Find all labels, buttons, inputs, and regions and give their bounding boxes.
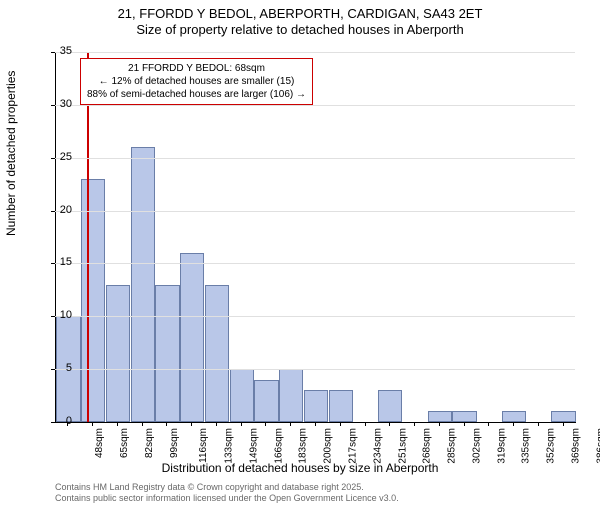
xtick-mark xyxy=(216,422,217,426)
histogram-bar xyxy=(180,253,204,422)
xtick-mark xyxy=(563,422,564,426)
xtick-mark xyxy=(191,422,192,426)
histogram-bar xyxy=(155,285,179,422)
xtick-mark xyxy=(290,422,291,426)
xtick-mark xyxy=(92,422,93,426)
plot-area xyxy=(55,52,576,423)
xtick-label: 369sqm xyxy=(570,428,581,464)
gridline xyxy=(55,158,575,159)
histogram-bar xyxy=(329,390,353,422)
xtick-mark xyxy=(265,422,266,426)
xtick-mark xyxy=(389,422,390,426)
xtick-label: 183sqm xyxy=(298,428,309,464)
info-box: 21 FFORDD Y BEDOL: 68sqm← 12% of detache… xyxy=(80,58,313,105)
ytick-label: 10 xyxy=(52,309,72,321)
xtick-label: 352sqm xyxy=(546,428,557,464)
xtick-mark xyxy=(464,422,465,426)
chart-title-main: 21, FFORDD Y BEDOL, ABERPORTH, CARDIGAN,… xyxy=(0,6,600,21)
xtick-label: 302sqm xyxy=(471,428,482,464)
xtick-label: 133sqm xyxy=(224,428,235,464)
histogram-bar xyxy=(452,411,476,422)
xtick-mark xyxy=(166,422,167,426)
xtick-label: 166sqm xyxy=(273,428,284,464)
histogram-bar xyxy=(428,411,452,422)
xtick-label: 335sqm xyxy=(521,428,532,464)
histogram-bar xyxy=(81,179,105,422)
xtick-label: 65sqm xyxy=(119,428,130,458)
gridline xyxy=(55,263,575,264)
xtick-label: 99sqm xyxy=(169,428,180,458)
xtick-label: 48sqm xyxy=(94,428,105,458)
xtick-mark xyxy=(513,422,514,426)
footer-line1: Contains HM Land Registry data © Crown c… xyxy=(55,482,399,493)
histogram-bar xyxy=(502,411,526,422)
xtick-mark xyxy=(488,422,489,426)
xtick-label: 116sqm xyxy=(198,428,209,463)
ytick-label: 35 xyxy=(52,45,72,57)
xtick-label: 285sqm xyxy=(447,428,458,464)
histogram-bar xyxy=(304,390,328,422)
xtick-mark xyxy=(365,422,366,426)
ytick-label: 30 xyxy=(52,98,72,110)
footer-text: Contains HM Land Registry data © Crown c… xyxy=(55,482,399,504)
xtick-label: 386sqm xyxy=(595,428,600,464)
xtick-label: 268sqm xyxy=(422,428,433,464)
xtick-mark xyxy=(67,422,68,426)
xtick-mark xyxy=(142,422,143,426)
histogram-bar xyxy=(131,147,155,422)
xtick-label: 234sqm xyxy=(372,428,383,464)
xtick-mark xyxy=(117,422,118,426)
xtick-mark xyxy=(414,422,415,426)
subject-marker-line xyxy=(87,52,89,422)
chart-title-sub: Size of property relative to detached ho… xyxy=(0,22,600,37)
info-line2: ← 12% of detached houses are smaller (15… xyxy=(87,75,306,88)
ytick-label: 25 xyxy=(52,151,72,163)
ytick-label: 20 xyxy=(52,204,72,216)
xtick-label: 217sqm xyxy=(348,428,359,464)
xtick-label: 82sqm xyxy=(144,428,155,458)
gridline xyxy=(55,52,575,53)
gridline xyxy=(55,369,575,370)
info-line1: 21 FFORDD Y BEDOL: 68sqm xyxy=(87,62,306,75)
ytick-label: 0 xyxy=(52,415,72,427)
gridline xyxy=(55,211,575,212)
xtick-mark xyxy=(315,422,316,426)
histogram-bar xyxy=(279,369,303,422)
gridline xyxy=(55,316,575,317)
xtick-label: 200sqm xyxy=(323,428,334,464)
xtick-label: 251sqm xyxy=(397,428,408,464)
xtick-label: 149sqm xyxy=(249,428,260,464)
ytick-label: 15 xyxy=(52,256,72,268)
histogram-bar xyxy=(230,369,254,422)
xtick-mark xyxy=(439,422,440,426)
xtick-label: 319sqm xyxy=(496,428,507,464)
xtick-mark xyxy=(340,422,341,426)
histogram-bar xyxy=(254,380,278,422)
ytick-label: 5 xyxy=(52,362,72,374)
footer-line2: Contains public sector information licen… xyxy=(55,493,399,504)
xtick-mark xyxy=(241,422,242,426)
histogram-bar xyxy=(378,390,402,422)
info-line3: 88% of semi-detached houses are larger (… xyxy=(87,88,306,101)
histogram-bar xyxy=(106,285,130,422)
histogram-bar xyxy=(205,285,229,422)
histogram-bar xyxy=(551,411,575,422)
y-axis-label: Number of detached properties xyxy=(4,71,18,236)
xtick-mark xyxy=(538,422,539,426)
